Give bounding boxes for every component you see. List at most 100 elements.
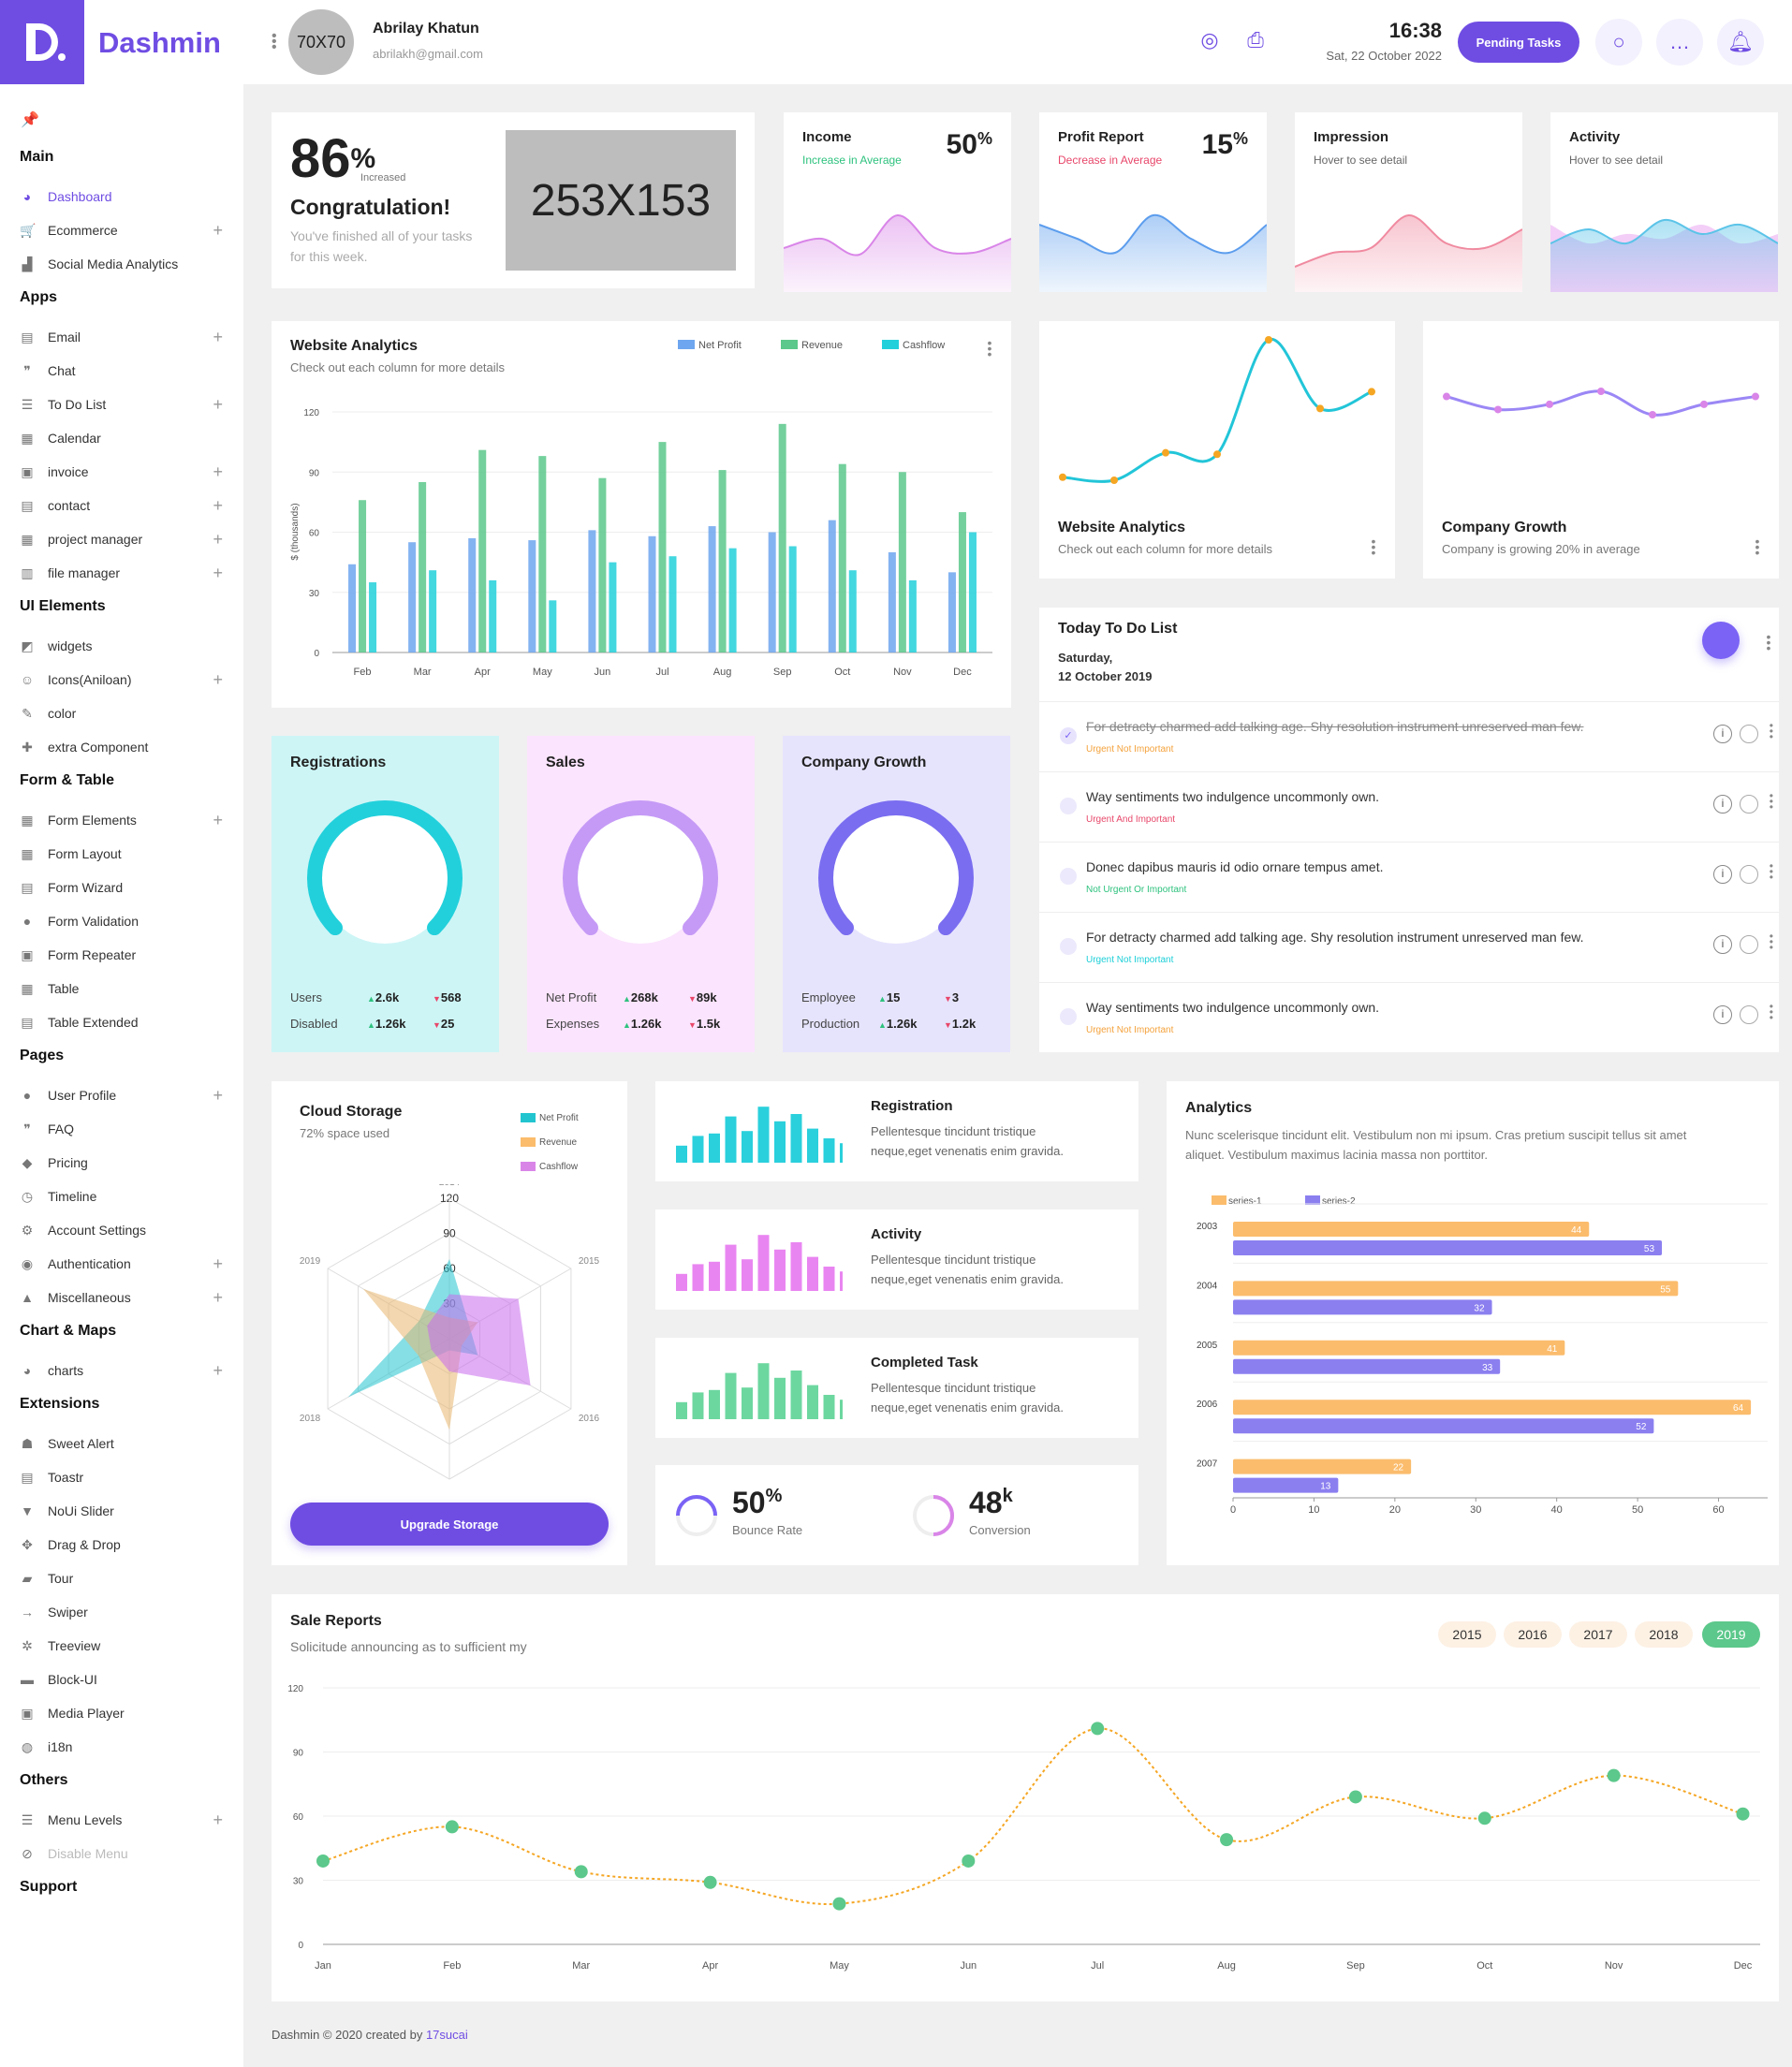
- pending-tasks-button[interactable]: Pending Tasks: [1458, 22, 1579, 63]
- more-vertical-icon[interactable]: • • •: [1766, 629, 1771, 655]
- sidebar-item-calendar[interactable]: ▦ Calendar: [0, 421, 243, 455]
- sidebar-item-treeview[interactable]: ✲ Treeview: [0, 1629, 243, 1663]
- sidebar-item-form-elements[interactable]: ▦ Form Elements +: [0, 803, 243, 837]
- todo-checkbox[interactable]: [1060, 798, 1077, 814]
- expand-plus-icon[interactable]: +: [213, 395, 223, 414]
- expand-plus-icon[interactable]: +: [213, 1810, 223, 1829]
- info-icon[interactable]: i: [1713, 865, 1732, 884]
- expand-plus-icon[interactable]: +: [213, 221, 223, 240]
- sidebar-item-media-player[interactable]: ▣ Media Player: [0, 1696, 243, 1730]
- sidebar-item-table-extended[interactable]: ▤ Table Extended: [0, 1005, 243, 1039]
- printer-icon[interactable]: ⎙: [1247, 28, 1264, 51]
- sidebar-item-noui-slider[interactable]: ▼ NoUi Slider: [0, 1494, 243, 1528]
- sidebar-item-toastr[interactable]: ▤ Toastr: [0, 1460, 243, 1494]
- add-todo-button[interactable]: [1702, 622, 1740, 659]
- sidebar-item-social-media-analytics[interactable]: ▟ Social Media Analytics: [0, 247, 243, 281]
- bell-icon[interactable]: 🔔︎: [1717, 19, 1764, 66]
- expand-plus-icon[interactable]: +: [213, 564, 223, 582]
- todo-item[interactable]: Donec dapibus mauris id odio ornare temp…: [1039, 842, 1779, 912]
- sidebar-item-ecommerce[interactable]: 🛒 Ecommerce +: [0, 213, 243, 247]
- year-tab-2015[interactable]: 2015: [1438, 1621, 1496, 1648]
- tag-icon[interactable]: [1740, 725, 1758, 743]
- tag-icon[interactable]: [1740, 1005, 1758, 1024]
- more-vertical-icon[interactable]: • • •: [1769, 859, 1773, 884]
- year-tab-2019[interactable]: 2019: [1702, 1621, 1760, 1648]
- tag-icon[interactable]: [1740, 795, 1758, 814]
- more-vertical-icon[interactable]: • • •: [987, 335, 992, 361]
- pin-icon[interactable]: 📌: [21, 112, 39, 128]
- more-vertical-icon[interactable]: • • •: [272, 28, 277, 55]
- kpi-card-income[interactable]: Income Increase in Average 50%: [784, 112, 1011, 292]
- kpi-card-profit-report[interactable]: Profit Report Decrease in Average 15%: [1039, 112, 1267, 292]
- todo-item[interactable]: For detracty charmed add talking age. Sh…: [1039, 912, 1779, 982]
- more-vertical-icon[interactable]: • • •: [1769, 930, 1773, 954]
- sidebar-item-faq[interactable]: ❞ FAQ: [0, 1112, 243, 1146]
- kpi-card-activity[interactable]: Activity Hover to see detail: [1550, 112, 1778, 292]
- more-vertical-icon[interactable]: • • •: [1769, 719, 1773, 743]
- sidebar-item-block-ui[interactable]: ▬ Block-UI: [0, 1663, 243, 1696]
- todo-checkbox[interactable]: [1060, 938, 1077, 955]
- sidebar-item-invoice[interactable]: ▣ invoice +: [0, 455, 243, 489]
- sidebar-item-to-do-list[interactable]: ☰ To Do List +: [0, 388, 243, 421]
- year-tab-2017[interactable]: 2017: [1569, 1621, 1627, 1648]
- sidebar-item-timeline[interactable]: ◷ Timeline: [0, 1180, 243, 1213]
- expand-plus-icon[interactable]: +: [213, 670, 223, 689]
- search-icon[interactable]: ○: [1595, 19, 1642, 66]
- sidebar-item-project-manager[interactable]: ▦ project manager +: [0, 522, 243, 556]
- year-tab-2016[interactable]: 2016: [1504, 1621, 1562, 1648]
- info-icon[interactable]: i: [1713, 795, 1732, 814]
- kpi-card-impression[interactable]: Impression Hover to see detail: [1295, 112, 1522, 292]
- expand-plus-icon[interactable]: +: [213, 496, 223, 515]
- sidebar-item-icons-aniloan-[interactable]: ☺ Icons(Aniloan) +: [0, 663, 243, 696]
- info-icon[interactable]: i: [1713, 725, 1732, 743]
- sidebar-item-authentication[interactable]: ◉ Authentication +: [0, 1247, 243, 1281]
- more-vertical-icon[interactable]: • • •: [1769, 1000, 1773, 1024]
- expand-plus-icon[interactable]: +: [213, 811, 223, 829]
- sidebar-item-extra-component[interactable]: ✚ extra Component: [0, 730, 243, 764]
- info-icon[interactable]: i: [1713, 1005, 1732, 1024]
- sidebar-item-contact[interactable]: ▤ contact +: [0, 489, 243, 522]
- sidebar-item-tour[interactable]: ▰ Tour: [0, 1561, 243, 1595]
- sidebar-item-dashboard[interactable]: ◕ Dashboard: [0, 180, 243, 213]
- todo-checkbox[interactable]: ✓: [1060, 727, 1077, 744]
- expand-plus-icon[interactable]: +: [213, 1288, 223, 1307]
- sidebar-item-drag-drop[interactable]: ✥ Drag & Drop: [0, 1528, 243, 1561]
- tag-icon[interactable]: [1740, 865, 1758, 884]
- sidebar-item-account-settings[interactable]: ⚙ Account Settings: [0, 1213, 243, 1247]
- logo[interactable]: [0, 0, 84, 84]
- expand-plus-icon[interactable]: +: [213, 1361, 223, 1380]
- expand-plus-icon[interactable]: +: [213, 328, 223, 346]
- sidebar-item-form-repeater[interactable]: ▣ Form Repeater: [0, 938, 243, 972]
- globe-icon[interactable]: ◎: [1200, 28, 1219, 51]
- sidebar-item-form-wizard[interactable]: ▤ Form Wizard: [0, 871, 243, 904]
- expand-plus-icon[interactable]: +: [213, 1254, 223, 1273]
- sidebar-item-i18n[interactable]: ◍ i18n: [0, 1730, 243, 1764]
- sidebar-item-form-layout[interactable]: ▦ Form Layout: [0, 837, 243, 871]
- info-icon[interactable]: i: [1713, 935, 1732, 954]
- sidebar-item-sweet-alert[interactable]: ☗ Sweet Alert: [0, 1427, 243, 1460]
- todo-item[interactable]: Way sentiments two indulgence uncommonly…: [1039, 982, 1779, 1052]
- upgrade-storage-button[interactable]: Upgrade Storage: [290, 1503, 609, 1546]
- sidebar-item-table[interactable]: ▦ Table: [0, 972, 243, 1005]
- footer-link[interactable]: 17sucai: [425, 2028, 468, 2042]
- more-vertical-icon[interactable]: • • •: [1755, 534, 1760, 560]
- year-tab-2018[interactable]: 2018: [1635, 1621, 1693, 1648]
- sidebar-item-widgets[interactable]: ◩ widgets: [0, 629, 243, 663]
- todo-item[interactable]: ✓ For detracty charmed add talking age. S…: [1039, 701, 1779, 771]
- todo-item[interactable]: Way sentiments two indulgence uncommonly…: [1039, 771, 1779, 842]
- sidebar-item-menu-levels[interactable]: ☰ Menu Levels +: [0, 1803, 243, 1837]
- sidebar-item-charts[interactable]: ◕ charts +: [0, 1354, 243, 1387]
- sidebar-item-swiper[interactable]: → Swiper: [0, 1595, 243, 1629]
- sidebar-item-email[interactable]: ▤ Email +: [0, 320, 243, 354]
- expand-plus-icon[interactable]: +: [213, 1086, 223, 1105]
- sidebar-item-disable-menu[interactable]: ⊘ Disable Menu: [0, 1837, 243, 1870]
- avatar[interactable]: 70X70: [288, 9, 354, 75]
- expand-plus-icon[interactable]: +: [213, 462, 223, 481]
- sidebar-item-miscellaneous[interactable]: ▲ Miscellaneous +: [0, 1281, 243, 1314]
- expand-plus-icon[interactable]: +: [213, 530, 223, 549]
- sidebar-item-file-manager[interactable]: ▥ file manager +: [0, 556, 243, 590]
- more-vertical-icon[interactable]: • • •: [1769, 789, 1773, 814]
- chat-icon[interactable]: …: [1656, 19, 1703, 66]
- tag-icon[interactable]: [1740, 935, 1758, 954]
- todo-checkbox[interactable]: [1060, 868, 1077, 885]
